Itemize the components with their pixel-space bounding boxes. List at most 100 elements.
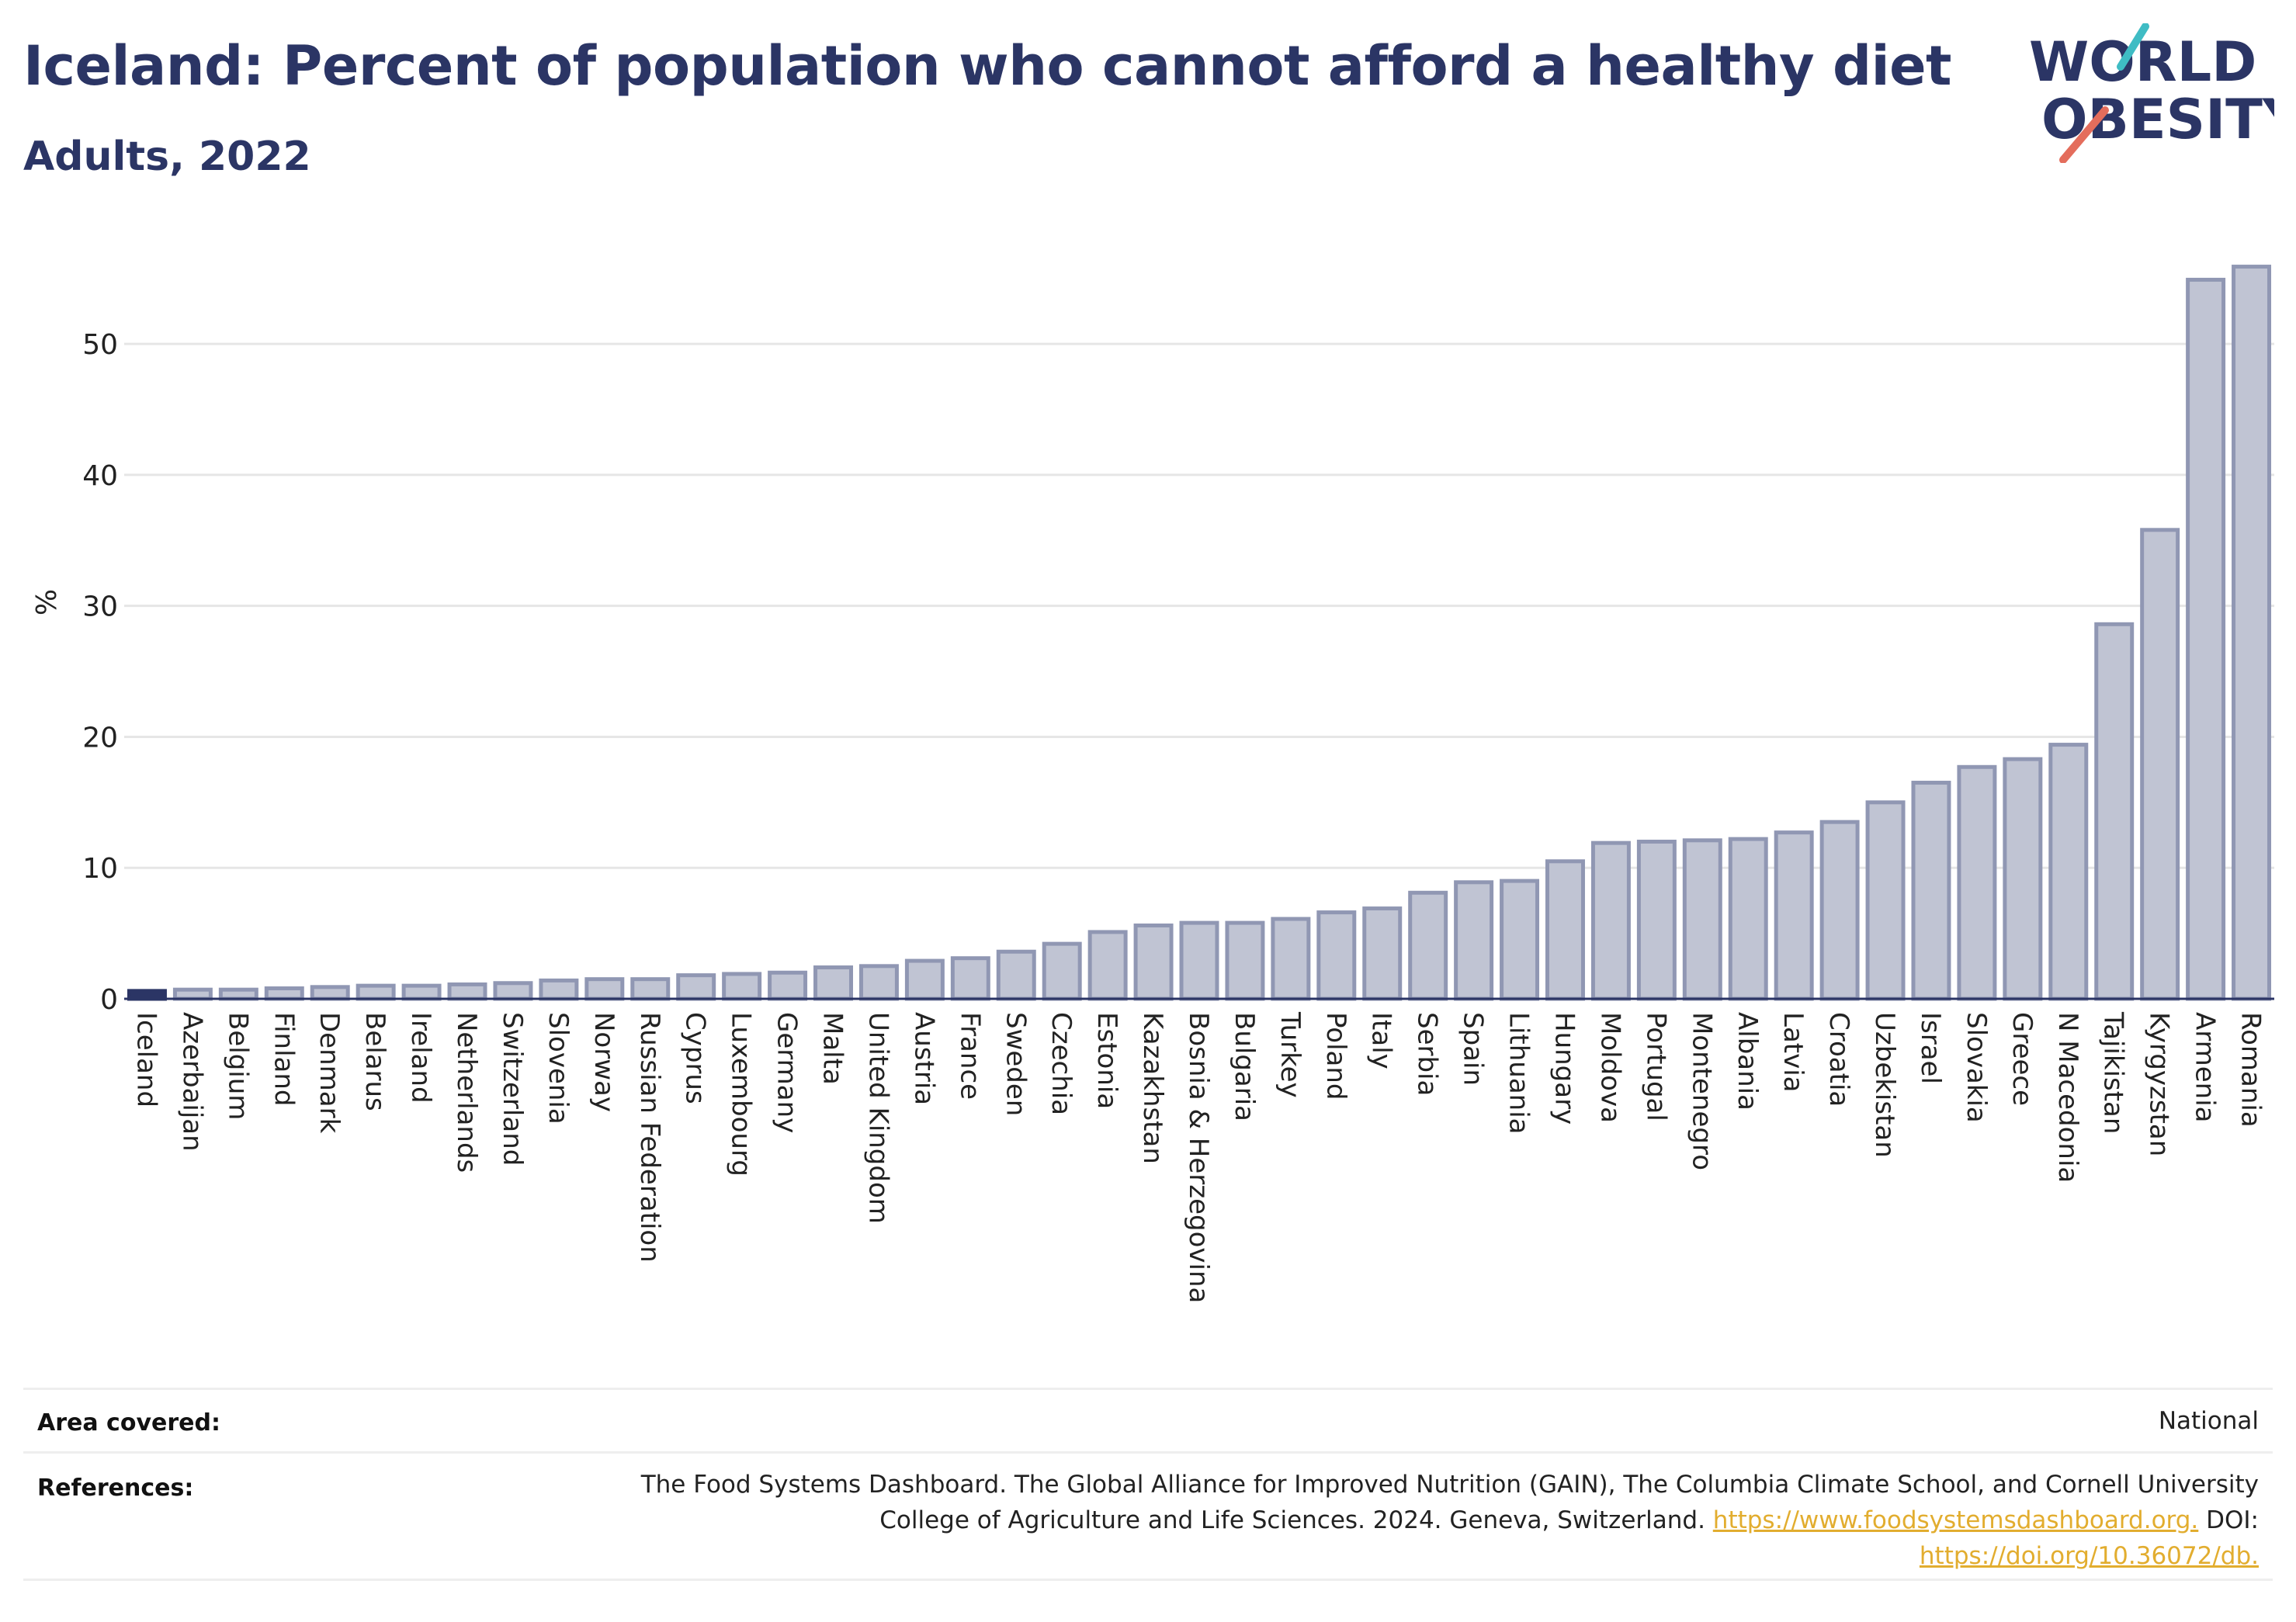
bars [127, 265, 2272, 1001]
chart-subtitle: Adults, 2022 [23, 133, 311, 180]
bar-latvia [1774, 830, 1814, 1001]
bar-bosnia-herzegovina [1179, 920, 1219, 1001]
bar-israel [1911, 781, 1951, 1001]
bar-croatia [1819, 820, 1860, 1001]
bar-serbia [1408, 890, 1448, 1001]
bar-luxembourg [722, 972, 762, 1001]
x-tick-label: Slovakia [1961, 1012, 1992, 1123]
x-tick-label: Romania [2235, 1012, 2267, 1128]
y-tick-label: 0 [100, 984, 118, 1016]
x-tick-label: Finland [268, 1012, 299, 1107]
y-axis-ticks: 0 10 20 30 40 50 [82, 329, 118, 1016]
x-tick-label: Hungary [1549, 1012, 1580, 1125]
doi-label: DOI: [2206, 1506, 2259, 1534]
bar-portugal [1636, 839, 1677, 1001]
x-tick-label: Poland [1320, 1012, 1351, 1100]
x-tick-label: Estonia [1091, 1012, 1122, 1109]
bar-kazakhstan [1133, 923, 1174, 1001]
bar-netherlands [447, 982, 487, 1001]
x-tick-label: Austria [908, 1012, 939, 1105]
bar-denmark [310, 985, 350, 1001]
bar-norway [584, 977, 625, 1001]
doi-link[interactable]: https://doi.org/10.36072/db. [1919, 1542, 2259, 1570]
bar-italy [1362, 906, 1403, 1001]
bar-tajikistan [2094, 622, 2135, 1001]
x-tick-label: Croatia [1823, 1012, 1854, 1107]
footer-divider-bottom [23, 1579, 2273, 1581]
x-axis-labels: Iceland Azerbaijan Belgium Finland Denmark Be… [130, 1011, 2266, 1303]
bar-ireland [401, 983, 442, 1001]
bar-belarus [355, 983, 396, 1001]
x-tick-label: Bosnia & Herzegovina [1183, 1012, 1214, 1303]
x-tick-label: Slovenia [543, 1012, 574, 1125]
x-tick-label: Ireland [405, 1012, 436, 1104]
bar-malta [813, 965, 853, 1001]
bar-estonia [1087, 930, 1128, 1001]
x-tick-label: Belgium [222, 1012, 253, 1120]
bar-switzerland [493, 981, 533, 1001]
logo-line1: WORLD [2029, 30, 2256, 94]
bar-belgium [218, 987, 258, 1001]
y-tick-label: 10 [82, 853, 118, 885]
x-tick-label: Lithuania [1503, 1012, 1535, 1134]
dashboard-link[interactable]: https://www.foodsystemsdashboard.org. [1712, 1506, 2199, 1534]
bar-kyrgyzstan [2140, 528, 2180, 1001]
chart-title: Iceland: Percent of population who canno… [23, 34, 1952, 98]
x-tick-label: Iceland [130, 1012, 161, 1107]
x-tick-label: Malta [817, 1012, 848, 1085]
y-tick-label: 30 [82, 591, 118, 623]
footer-divider-middle [23, 1451, 2273, 1454]
x-tick-label: Armenia [2190, 1012, 2221, 1123]
bar-cyprus [676, 973, 716, 1001]
bar-slovenia [539, 978, 579, 1001]
x-tick-label: Kyrgyzstan [2144, 1012, 2175, 1156]
x-tick-label: Switzerland [497, 1012, 528, 1166]
y-tick-label: 40 [82, 460, 118, 492]
x-tick-label: Tajikistan [2098, 1011, 2129, 1134]
x-tick-label: Greece [2006, 1012, 2038, 1106]
bar-hungary [1545, 859, 1585, 1001]
x-tick-label: Azerbaijan [176, 1012, 207, 1152]
y-tick-label: 20 [82, 722, 118, 754]
bar-n-macedonia [2048, 743, 2089, 1001]
x-tick-label: Serbia [1412, 1012, 1443, 1096]
references-label: References: [37, 1475, 194, 1502]
x-tick-label: Spain [1458, 1012, 1489, 1086]
bar-chart: 0 10 20 30 40 50 Iceland Azerbaijan Belgium Finl… [31, 265, 2274, 1303]
x-tick-label: Norway [588, 1012, 619, 1112]
y-tick-label: 50 [82, 329, 118, 361]
references-line2: College of Agriculture and Life Sciences… [879, 1506, 1705, 1534]
x-tick-label: Belarus [359, 1012, 390, 1111]
bar-armenia [2186, 277, 2226, 1001]
x-tick-label: Germany [772, 1012, 803, 1133]
area-covered-label: Area covered: [37, 1409, 220, 1437]
x-tick-label: Montenegro [1686, 1012, 1717, 1170]
x-tick-label: Uzbekistan [1869, 1012, 1900, 1158]
bar-united-kingdom [858, 964, 899, 1001]
y-axis-title: % [31, 589, 63, 615]
x-tick-label: Russian Federation [634, 1012, 665, 1263]
bar-turkey [1271, 917, 1311, 1001]
bar-greece [2003, 757, 2043, 1001]
bar-montenegro [1682, 838, 1722, 1001]
x-tick-label: Albania [1732, 1012, 1763, 1111]
x-tick-label: Moldova [1594, 1012, 1625, 1123]
x-tick-label: Czechia [1046, 1012, 1077, 1115]
bar-spain [1454, 880, 1494, 1001]
x-tick-label: Kazakhstan [1137, 1012, 1168, 1164]
x-tick-label: Sweden [1000, 1012, 1031, 1116]
gridlines [124, 342, 2274, 869]
bar-lithuania [1500, 879, 1540, 1001]
x-tick-label: United Kingdom [862, 1012, 893, 1224]
x-tick-label: Portugal [1640, 1012, 1671, 1121]
bar-slovakia [1957, 764, 1997, 1001]
bar-azerbaijan [172, 987, 213, 1001]
x-tick-label: Cyprus [680, 1012, 711, 1104]
bar-poland [1316, 910, 1357, 1001]
bar-moldova [1590, 840, 1631, 1001]
x-tick-label: N Macedonia [2052, 1012, 2083, 1183]
world-obesity-logo: WORLD OBESITY [2029, 23, 2274, 163]
bar-czechia [1042, 941, 1082, 1001]
references-text: The Food Systems Dashboard. The Global A… [473, 1467, 2259, 1574]
bar-germany [768, 970, 808, 1001]
